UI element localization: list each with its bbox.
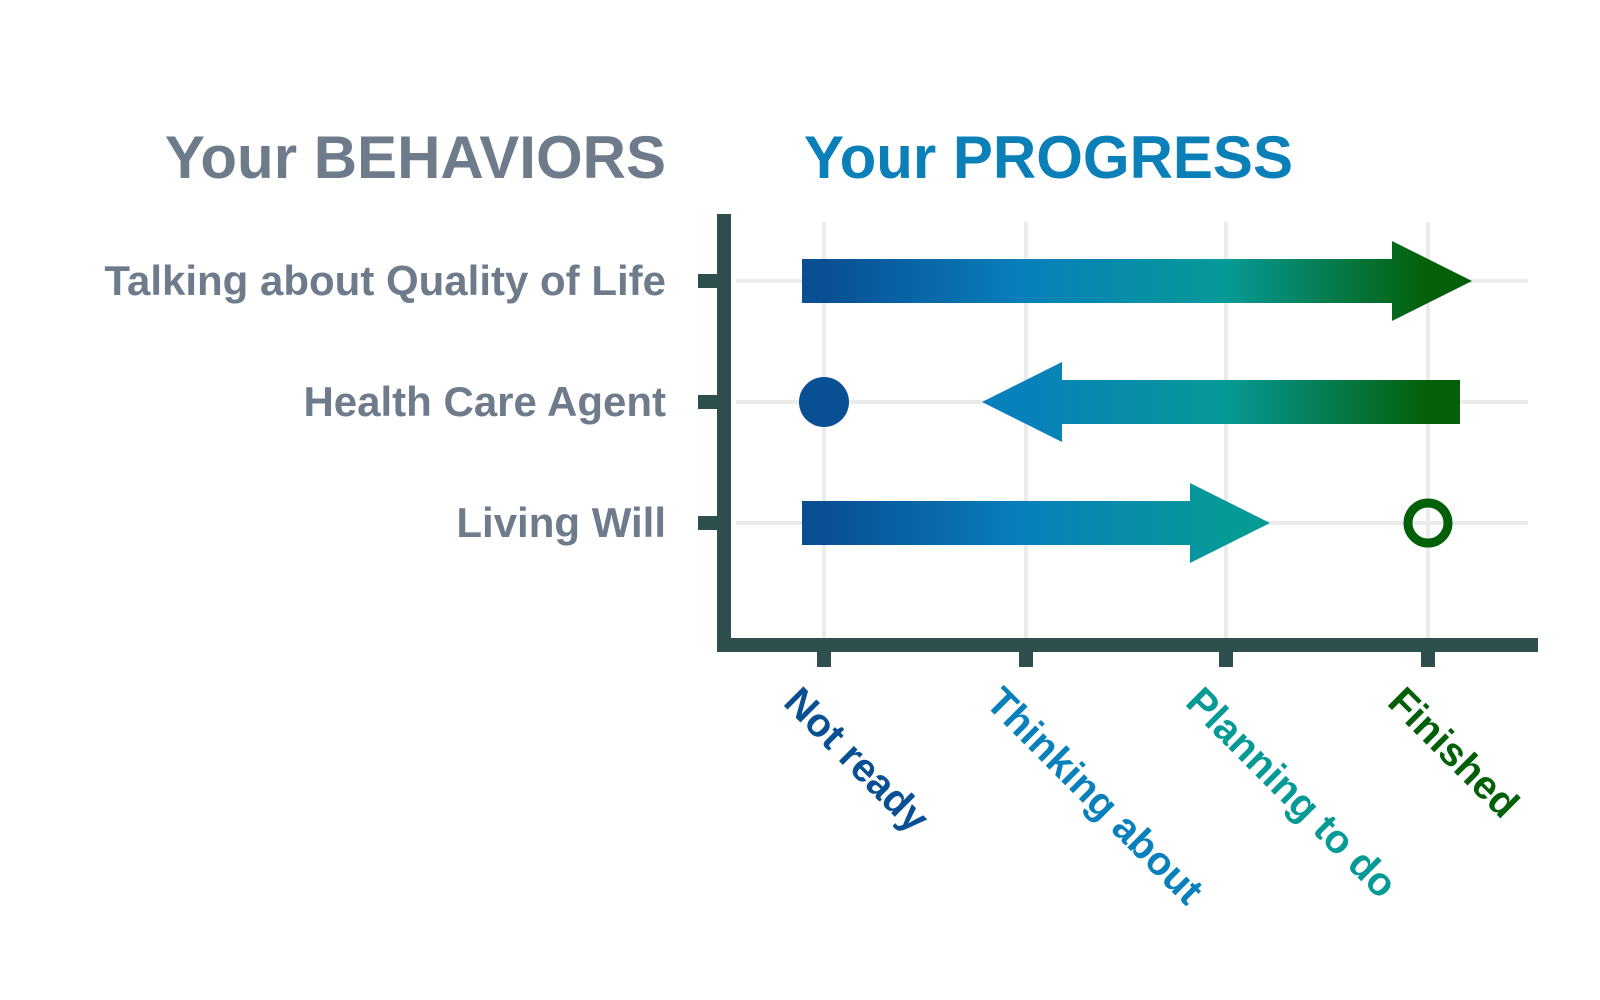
chart-axes xyxy=(698,214,1538,667)
current-stage-marker-filled xyxy=(799,377,849,427)
progress-arrow xyxy=(982,362,1460,442)
stage-label: Thinking about xyxy=(978,679,1212,913)
goal-stage-marker-open xyxy=(1403,498,1453,548)
behavior-labels: Talking about Quality of Life Health Care… xyxy=(104,257,666,546)
progress-marks xyxy=(799,241,1472,563)
behavior-label: Health Care Agent xyxy=(303,378,666,425)
progress-arrow xyxy=(802,483,1270,563)
stage-label: Not ready xyxy=(776,679,938,841)
stage-label: Planning to do xyxy=(1178,679,1406,907)
progress-arrow xyxy=(802,241,1472,321)
behavior-label: Living Will xyxy=(456,499,666,546)
behavior-label: Talking about Quality of Life xyxy=(104,257,666,304)
progress-heading: Your PROGRESS xyxy=(804,124,1293,191)
stage-label: Finished xyxy=(1380,679,1527,826)
behaviors-heading: Your BEHAVIORS xyxy=(165,124,666,191)
